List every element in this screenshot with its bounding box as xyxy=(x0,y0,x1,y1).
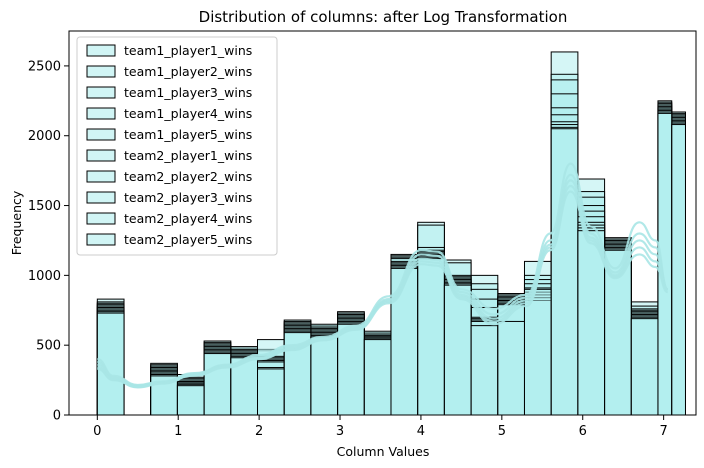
x-tick-label: 0 xyxy=(93,424,101,439)
x-axis-label: Column Values xyxy=(337,444,430,459)
bar-team2_player5_wins-3 xyxy=(176,385,205,416)
y-tick-label: 1500 xyxy=(28,199,61,214)
legend-label-team1_player5_wins: team1_player5_wins xyxy=(124,127,252,142)
bar-team2_player5_wins-6 xyxy=(257,368,285,416)
bar-team2_player5_wins-22 xyxy=(671,124,686,416)
legend-label-team1_player1_wins: team1_player1_wins xyxy=(124,43,252,58)
bar-team2_player5_wins-4 xyxy=(203,353,232,416)
bar-team2_player5_wins-9 xyxy=(337,323,365,416)
x-tick-label: 4 xyxy=(417,424,425,439)
legend: team1_player1_wins team1_player2_winsteam… xyxy=(76,36,278,256)
bar-team2_player5_wins-14 xyxy=(470,325,499,416)
bar-team2_player5_wins-15 xyxy=(497,320,525,416)
y-tick-label: 2500 xyxy=(28,59,61,74)
plot-frame xyxy=(68,30,697,416)
legend-label-team1_player2_wins: team1_player2_wins xyxy=(124,64,252,79)
bars-group xyxy=(96,51,686,416)
y-tick-label: 500 xyxy=(36,339,61,354)
y-tick-label: 2000 xyxy=(28,129,61,144)
legend-swatch-team2_player4_wins xyxy=(86,212,116,225)
bar-team2_player5_wins-16 xyxy=(523,288,552,416)
legend-label-team1_player3_wins: team1_player3_wins xyxy=(124,85,252,100)
x-tick-label: 2 xyxy=(255,424,263,439)
legend-swatch-team2_player1_wins xyxy=(86,149,116,162)
y-tick-label: 0 xyxy=(53,409,61,424)
legend-label-team2_player4_wins: team2_player4_wins xyxy=(124,211,252,226)
bar-team2_player5_wins-10 xyxy=(363,339,392,416)
legend-swatch-team1_player3_wins xyxy=(86,86,116,99)
y-axis-label: Frequency xyxy=(9,190,24,255)
legend-label-team2_player2_wins: team2_player2_wins xyxy=(124,169,252,184)
x-axis: 0 1 2 3 4 5 6 7 xyxy=(93,415,668,439)
bar-team2_player5_wins-20 xyxy=(630,318,659,416)
legend-swatch-team1_player1_wins xyxy=(86,44,116,57)
legend-swatch-team1_player2_wins xyxy=(86,65,116,78)
legend-label-team1_player4_wins: team1_player4_wins xyxy=(124,106,252,121)
y-tick-label: 1000 xyxy=(28,269,61,284)
x-tick-label: 1 xyxy=(174,424,182,439)
bar-team2_player5_wins-8 xyxy=(310,336,339,416)
bar-team2_player5_wins-18 xyxy=(577,230,606,416)
chart-title: Distribution of columns: after Log Trans… xyxy=(199,8,568,26)
x-tick-label: 7 xyxy=(659,424,667,439)
x-tick-label: 6 xyxy=(579,424,587,439)
legend-swatch-team1_player4_wins xyxy=(86,107,116,120)
legend-label-team2_player3_wins: team2_player3_wins xyxy=(124,190,252,205)
bar-team2_player5_wins-11 xyxy=(390,267,419,416)
plot-area xyxy=(68,30,697,416)
kde-team2_player5_wins xyxy=(97,190,669,389)
x-tick-label: 3 xyxy=(336,424,344,439)
legend-label-team2_player1_wins: team2_player1_wins xyxy=(124,148,252,163)
bar-team2_player5_wins-12 xyxy=(417,258,445,416)
legend-label-team2_player5_wins: team2_player5_wins xyxy=(124,232,252,247)
legend-swatch-team2_player3_wins xyxy=(86,191,116,204)
legend-swatch-team2_player5_wins xyxy=(86,233,116,246)
legend-swatch-team2_player2_wins xyxy=(86,170,116,183)
kde-group xyxy=(97,162,669,389)
x-tick-label: 5 xyxy=(498,424,506,439)
bar-team2_player5_wins-13 xyxy=(443,284,472,416)
legend-box xyxy=(76,36,278,256)
y-axis: 0 500 1000 1500 2000 2500 xyxy=(28,59,69,424)
legend-swatch-team1_player5_wins xyxy=(86,128,116,141)
